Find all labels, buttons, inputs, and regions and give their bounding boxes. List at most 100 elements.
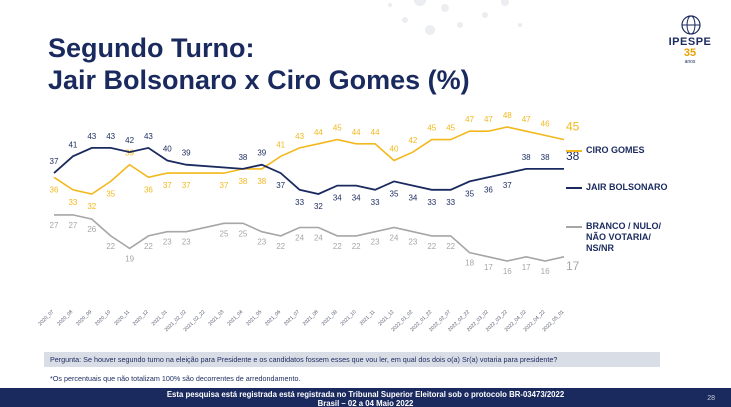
data-label-bolsonaro: 36: [484, 185, 493, 194]
data-label-bolsonaro: 32: [314, 202, 323, 211]
data-label-branco: 24: [390, 234, 399, 243]
legend-branco-line1: BRANCO / NULO/: [586, 221, 661, 231]
data-label-bolsonaro: 34: [352, 194, 361, 203]
data-label-branco: 16: [503, 267, 512, 276]
data-label-ciro: 44: [352, 128, 361, 137]
data-label-ciro: 36: [50, 185, 59, 194]
page-number: 28: [707, 395, 715, 402]
data-label-ciro: 47: [465, 115, 474, 124]
data-label-bolsonaro: 37: [503, 181, 512, 190]
legend-branco: BRANCO / NULO/ NÃO VOTARIA/ NS/NR: [586, 221, 661, 254]
series-line-ciro: [53, 126, 565, 195]
x-tick-label: 2021_10: [340, 309, 358, 327]
data-label-branco: 23: [163, 238, 172, 247]
x-tick-label: 2021_01: [151, 309, 169, 327]
logo-years: 35: [683, 47, 697, 59]
data-label-branco: 23: [408, 238, 417, 247]
data-label-ciro: 47: [522, 115, 531, 124]
data-label-branco: 23: [371, 238, 380, 247]
data-label-bolsonaro: 37: [276, 181, 285, 190]
data-label-branco: 27: [50, 221, 59, 230]
data-label-branco: 22: [333, 242, 342, 251]
legend-bolsonaro: JAIR BOLSONARO: [586, 182, 668, 192]
data-label-branco: 18: [465, 259, 474, 268]
data-label-branco: 22: [427, 242, 436, 251]
data-label-ciro: 44: [314, 128, 323, 137]
data-label-bolsonaro: 33: [427, 198, 436, 207]
data-label-ciro: 45: [333, 124, 342, 133]
rounding-note: *Os percentuais que não totalizam 100% s…: [50, 374, 301, 383]
legend-line-ciro: [566, 150, 582, 152]
data-label-branco: 17: [522, 263, 531, 272]
decorative-dots: [388, 0, 522, 35]
x-tick-label: 2020_08: [56, 309, 74, 327]
data-label-ciro: 33: [68, 198, 77, 207]
data-label-ciro: 39: [125, 149, 134, 158]
data-label-ciro: 46: [541, 119, 550, 128]
data-label-branco: 23: [257, 238, 266, 247]
x-tick-label: 2020_11: [113, 309, 131, 327]
data-label-branco: 19: [125, 254, 134, 263]
ipespe-logo: IPESPE 35 anos: [664, 14, 716, 74]
x-tick-label: 2020_10: [94, 309, 112, 327]
data-label-bolsonaro: 43: [106, 132, 115, 141]
data-label-bolsonaro: 38: [522, 153, 531, 162]
data-label-bolsonaro: 33: [295, 198, 304, 207]
title-line-1: Segundo Turno:: [48, 33, 255, 63]
data-label-bolsonaro: 38: [566, 149, 580, 163]
data-label-bolsonaro: 34: [333, 194, 342, 203]
data-label-ciro: 47: [484, 115, 493, 124]
page-title: Segundo Turno: Jair Bolsonaro x Ciro Gom…: [48, 32, 470, 96]
data-label-branco: 22: [446, 242, 455, 251]
data-label-branco: 22: [276, 242, 285, 251]
data-label-ciro: 45: [566, 120, 580, 134]
x-tick-label: 2021_04: [226, 309, 244, 327]
data-label-bolsonaro: 40: [163, 145, 172, 154]
data-label-ciro: 45: [427, 124, 436, 133]
data-label-ciro: 41: [276, 140, 285, 149]
data-label-bolsonaro: 33: [371, 198, 380, 207]
data-label-bolsonaro: 43: [144, 132, 153, 141]
logo-globe-icon: [681, 15, 701, 35]
data-label-branco: 22: [352, 242, 361, 251]
data-label-bolsonaro: 33: [446, 198, 455, 207]
data-label-ciro: 37: [163, 181, 172, 190]
legend-line-branco: [566, 226, 582, 228]
data-label-bolsonaro: 41: [68, 140, 77, 149]
data-label-bolsonaro: 35: [390, 189, 399, 198]
data-label-bolsonaro: 37: [50, 157, 59, 166]
logo-sub: anos: [684, 59, 696, 65]
data-label-branco: 26: [87, 225, 96, 234]
data-label-ciro: 38: [238, 177, 247, 186]
data-label-bolsonaro: 34: [408, 194, 417, 203]
data-label-branco: 22: [106, 242, 115, 251]
x-tick-label: 2020_09: [75, 309, 93, 327]
data-label-ciro: 40: [390, 145, 399, 154]
survey-question: Pergunta: Se houver segundo turno na ele…: [44, 352, 660, 367]
series-line-bolsonaro: [53, 146, 564, 195]
data-label-ciro: 44: [371, 128, 380, 137]
legend-line-bolsonaro: [566, 187, 582, 189]
data-label-ciro: 35: [106, 189, 115, 198]
data-label-branco: 27: [68, 221, 77, 230]
x-tick-label: 2021_03: [207, 309, 225, 327]
x-tick-label: 2021_06: [264, 309, 282, 327]
data-label-bolsonaro: 38: [238, 153, 247, 162]
legend-branco-line2: NÃO VOTARIA/: [586, 232, 651, 242]
series-line-branco: [54, 214, 565, 262]
x-tick-label: 2021_09: [321, 309, 339, 327]
data-label-branco: 25: [220, 229, 229, 238]
data-label-ciro: 43: [295, 132, 304, 141]
x-tick-label: 2020_12: [132, 309, 150, 327]
footer-bar: Esta pesquisa está registrada está regis…: [0, 388, 731, 407]
data-label-bolsonaro: 35: [465, 189, 474, 198]
logo-name: IPESPE: [668, 36, 712, 48]
data-label-bolsonaro: 42: [125, 136, 134, 145]
data-label-bolsonaro: 38: [541, 153, 550, 162]
data-label-bolsonaro: 39: [257, 149, 266, 158]
data-label-bolsonaro: 43: [87, 132, 96, 141]
x-tick-label: 2021_11: [359, 309, 377, 327]
legend-ciro: CIRO GOMES: [586, 145, 645, 155]
